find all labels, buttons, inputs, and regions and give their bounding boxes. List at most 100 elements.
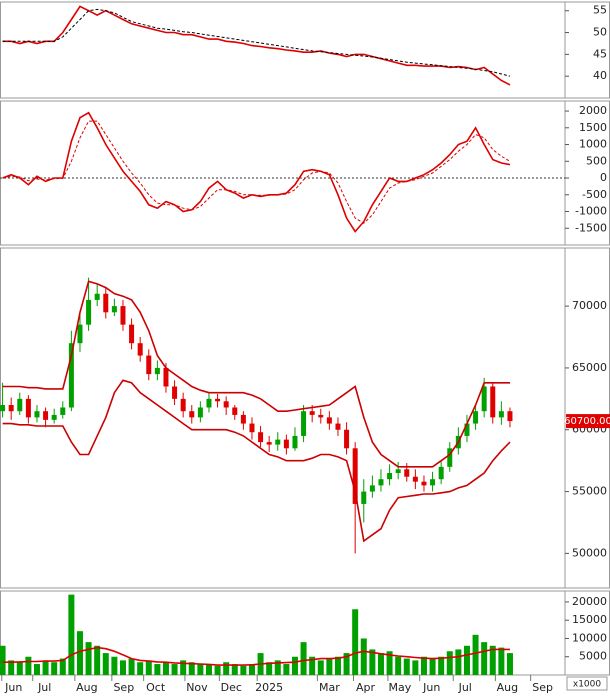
volume-bar xyxy=(412,660,419,675)
candle-body xyxy=(301,411,307,436)
candle-body xyxy=(266,442,272,445)
candle-body xyxy=(404,469,410,477)
volume-bar xyxy=(498,647,505,675)
y-tick-label: 55000 xyxy=(572,485,607,498)
volume-bar xyxy=(102,653,109,675)
volume-bar xyxy=(248,664,255,675)
volume-bar xyxy=(76,631,83,675)
candle-body xyxy=(215,398,221,402)
volume-bar xyxy=(16,662,23,675)
candle-body xyxy=(369,485,375,492)
candle-body xyxy=(387,473,393,480)
candle-body xyxy=(111,306,117,313)
plot-area xyxy=(0,594,513,675)
last-price-label: 60700.00 xyxy=(564,416,610,427)
candle-body xyxy=(481,386,487,412)
volume-bar xyxy=(446,651,453,675)
y-tick-label: -500 xyxy=(582,188,607,201)
x-tick-label: 2025 xyxy=(255,681,283,694)
volume-bar xyxy=(369,649,376,675)
volume-bar xyxy=(472,634,479,675)
candle-body xyxy=(0,405,6,412)
volume-bar xyxy=(25,656,32,675)
volume-bar xyxy=(197,664,204,675)
line-series xyxy=(2,111,511,233)
volume-bar xyxy=(188,662,195,675)
candle-body xyxy=(447,448,453,467)
candle-body xyxy=(77,324,83,344)
candle-body xyxy=(137,343,143,356)
candle-body xyxy=(163,367,169,387)
candle-body xyxy=(146,355,152,375)
volume-bar xyxy=(231,664,238,675)
candle-body xyxy=(51,414,57,420)
volume-bar xyxy=(438,656,445,675)
candle-body xyxy=(60,407,66,415)
x-tick-label: Mar xyxy=(319,681,340,694)
panel-frame xyxy=(0,100,610,246)
y-tick-label: 5000 xyxy=(579,650,607,663)
y-tick-label: -1500 xyxy=(575,221,607,234)
x-tick-label: Aug xyxy=(497,681,518,694)
volume-bar xyxy=(214,665,221,675)
x-tick-label: Aug xyxy=(76,681,97,694)
candle-body xyxy=(232,407,238,415)
volume-bar xyxy=(291,656,298,675)
line-series xyxy=(2,5,511,86)
volume-bar xyxy=(481,642,488,675)
volume-bar xyxy=(395,656,402,675)
candle-body xyxy=(120,306,126,325)
volume-bar xyxy=(403,658,410,675)
unit-box xyxy=(566,676,608,691)
volume-bar xyxy=(145,660,152,675)
volume-bar xyxy=(180,660,187,675)
candle-body xyxy=(378,479,384,486)
candle-body xyxy=(344,429,350,449)
x-tick-label: Jun xyxy=(4,681,22,694)
candle-body xyxy=(17,398,23,412)
x-tick-label: May xyxy=(389,681,412,694)
x-tick-label: Nov xyxy=(186,681,208,694)
candle-body xyxy=(412,476,418,482)
last-price-box xyxy=(566,414,610,429)
candle-body xyxy=(68,343,74,408)
y-tick-label: -1000 xyxy=(575,205,607,218)
candle-body xyxy=(430,479,436,486)
x-tick-label: Dec xyxy=(221,681,242,694)
volume-bar xyxy=(154,664,161,675)
candle-body xyxy=(103,293,109,313)
y-tick-label: 0 xyxy=(600,171,607,184)
volume-bar xyxy=(266,662,273,675)
y-tick-label: 45 xyxy=(593,47,607,60)
line-series xyxy=(2,280,510,468)
volume-bar xyxy=(309,656,316,675)
y-tick-label: 2000 xyxy=(579,104,607,117)
volume-bar xyxy=(506,653,513,675)
panel-frame xyxy=(0,1,610,99)
volume-bar xyxy=(51,662,58,675)
candle-body xyxy=(189,411,195,418)
x-tick-label: Sep xyxy=(113,681,134,694)
volume-bar xyxy=(360,638,367,675)
volume-bar xyxy=(377,653,384,675)
candle-body xyxy=(395,469,401,474)
volume-bar xyxy=(463,645,470,675)
candle-body xyxy=(464,423,470,436)
volume-bar xyxy=(300,642,307,675)
candle-body xyxy=(154,367,160,375)
volume-bar xyxy=(274,660,281,675)
volume-bar xyxy=(94,645,101,675)
candle-body xyxy=(283,439,289,449)
x-tick-label: Jul xyxy=(37,681,51,694)
volume-bar xyxy=(162,662,169,675)
y-tick-label: 70000 xyxy=(572,299,607,312)
candle-body xyxy=(197,407,203,418)
candle-body xyxy=(8,405,14,412)
candle-body xyxy=(318,414,324,418)
volume-bar xyxy=(343,653,350,675)
y-tick-label: 40 xyxy=(593,69,607,82)
candle-body xyxy=(129,324,135,344)
volume-bar xyxy=(386,651,393,675)
volume-bar xyxy=(352,609,359,675)
volume-bar xyxy=(33,664,40,675)
